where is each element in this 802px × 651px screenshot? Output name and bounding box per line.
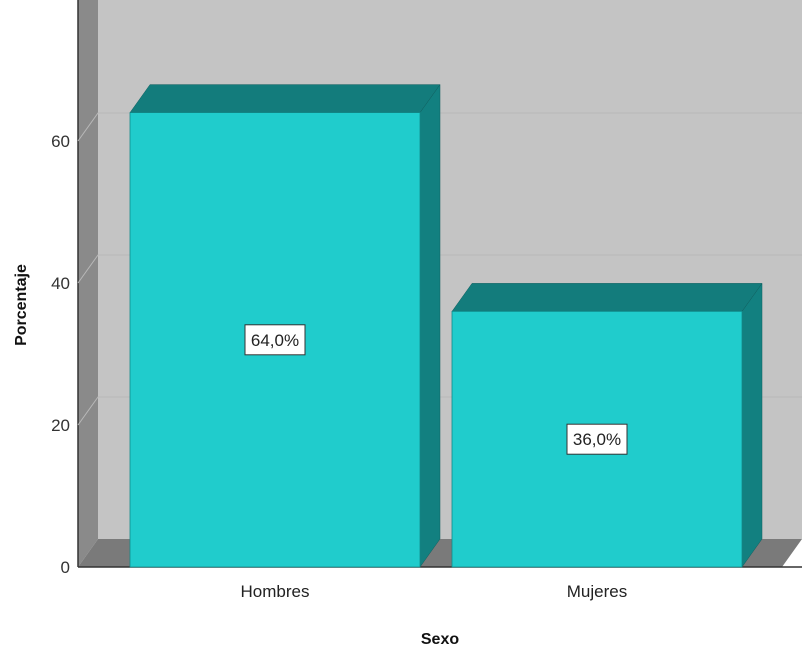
bar-side-face: [741, 282, 763, 568]
x-tick-label: Hombres: [241, 582, 310, 601]
y-tick-label: 0: [61, 558, 70, 577]
y-axis-title: Porcentaje: [13, 264, 30, 346]
gridline: [77, 254, 802, 284]
y-tick-label: 20: [51, 416, 70, 435]
data-label-box: [244, 324, 306, 356]
plot-side-wall: [78, 0, 98, 567]
data-label: 64,0%: [251, 331, 299, 350]
bar: [129, 83, 441, 568]
gridline: [77, 112, 802, 142]
y-tick-label: 40: [51, 274, 70, 293]
x-axis-title: Sexo: [421, 631, 459, 648]
x-tick-label: Mujeres: [567, 582, 627, 601]
bar-side-face: [419, 83, 441, 568]
data-label: 36,0%: [573, 430, 621, 449]
bar-top-face: [451, 283, 763, 312]
bar-top-face: [129, 84, 441, 113]
data-label-box: [566, 423, 628, 455]
y-tick-label: 60: [51, 132, 70, 151]
